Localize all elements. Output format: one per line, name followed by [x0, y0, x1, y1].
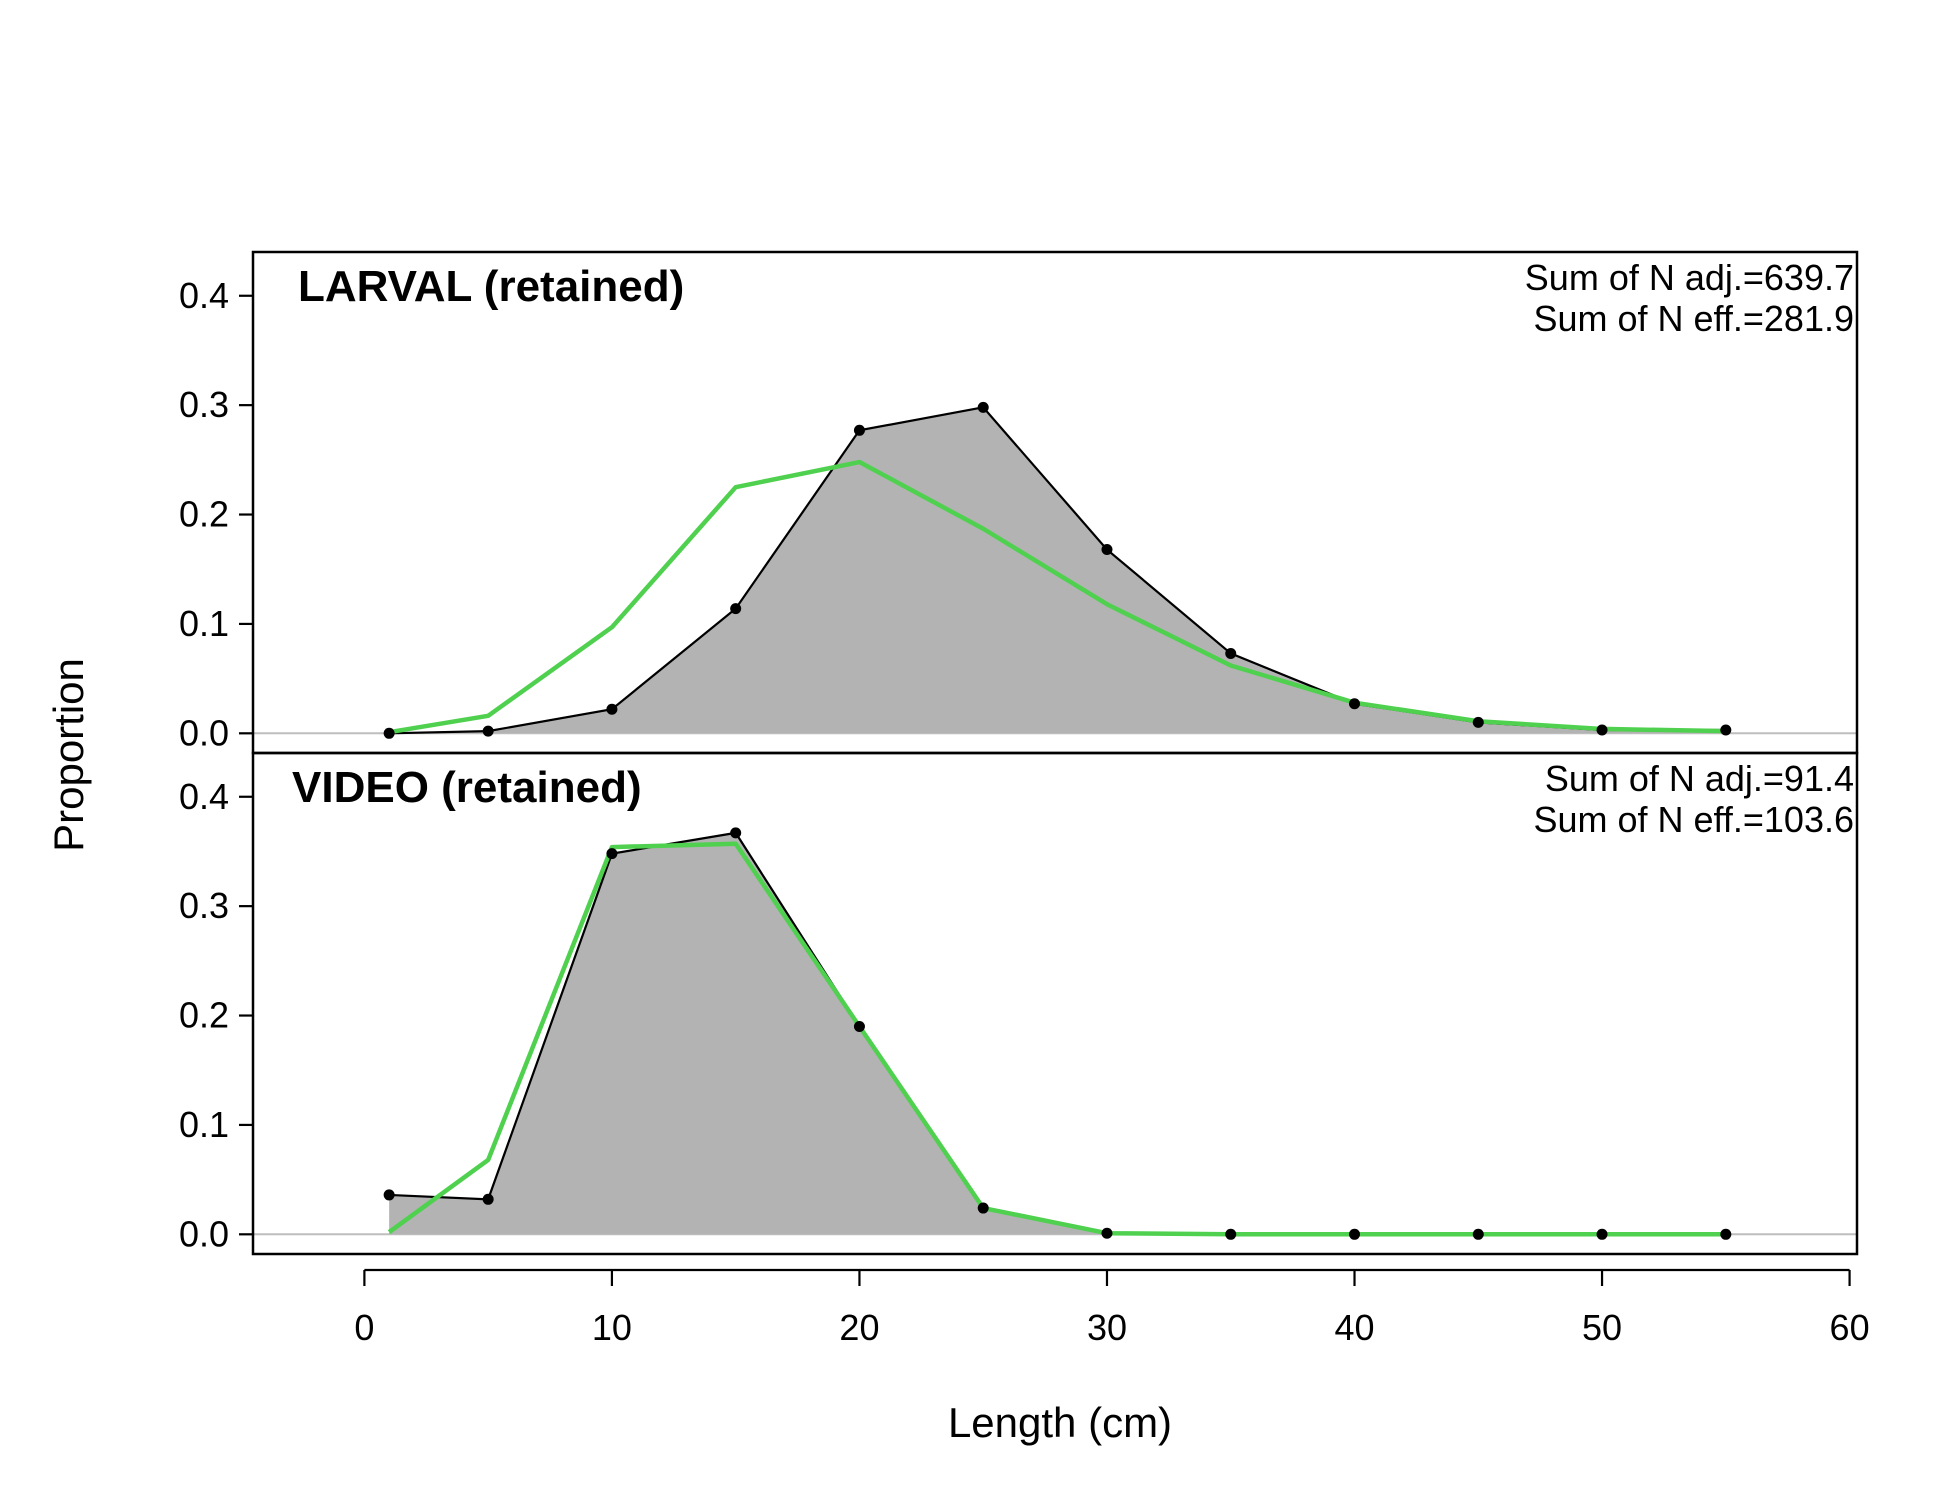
- x-tick-label: 50: [1582, 1307, 1622, 1348]
- observed-point: [1596, 1228, 1608, 1240]
- y-tick-label: 0.2: [179, 494, 229, 535]
- observed-point: [1472, 1228, 1484, 1240]
- observed-point: [1720, 1228, 1732, 1240]
- observed-point: [977, 401, 989, 413]
- observed-point: [606, 848, 618, 860]
- x-tick-label: 20: [839, 1307, 879, 1348]
- observed-point: [1225, 647, 1237, 659]
- observed-area: [389, 407, 1726, 734]
- x-tick-label: 10: [592, 1307, 632, 1348]
- observed-point: [730, 603, 742, 615]
- panel-annotation: Sum of N adj.=91.4: [1545, 758, 1854, 799]
- panel-1: 0.0 0.1 0.2 0.3 0.4 LARVAL (retained) Sum of N…: [179, 250, 1859, 755]
- panels: 0.0 0.1 0.2 0.3 0.4 LARVAL (retained) Sum of N…: [179, 250, 1859, 1256]
- y-tick-label: 0.3: [179, 885, 229, 926]
- y-tick-label: 0.4: [179, 275, 229, 316]
- expected-line: [388, 459, 1726, 735]
- observed-point: [482, 725, 494, 737]
- observed-point: [1349, 1228, 1361, 1240]
- panel-title: LARVAL (retained): [298, 262, 684, 311]
- observed-point: [1472, 716, 1484, 728]
- observed-point: [1101, 1227, 1113, 1239]
- y-tick-label: 0.0: [179, 1213, 229, 1254]
- observed-point: [482, 1193, 494, 1205]
- panel-2: 0.0 0.1 0.2 0.3 0.4 VIDEO (retained) Sum of N …: [179, 751, 1859, 1256]
- y-axis-title: Proportion: [45, 658, 92, 852]
- observed-point: [606, 703, 618, 715]
- observed-point: [383, 727, 395, 739]
- panel-title: VIDEO (retained): [292, 763, 642, 812]
- expected-line: [387, 841, 1726, 1237]
- panel-annotation: Sum of N eff.=103.6: [1533, 799, 1854, 840]
- y-tick-label: 0.3: [179, 384, 229, 425]
- x-tick-label: 40: [1334, 1307, 1374, 1348]
- panel-frame: [251, 751, 1859, 1256]
- y-tick-label: 0.1: [179, 1104, 229, 1145]
- observed-point: [1596, 724, 1608, 736]
- y-tick-label: 0.0: [179, 712, 229, 753]
- x-axis: 0 10 20 30 40 50 60: [354, 1268, 1870, 1348]
- panel-annotation: Sum of N adj.=639.7: [1525, 257, 1854, 298]
- x-axis-title: Length (cm): [948, 1399, 1172, 1446]
- observed-point: [977, 1202, 989, 1214]
- observed-point: [1720, 724, 1732, 736]
- observed-point: [1225, 1228, 1237, 1240]
- observed-point: [853, 1020, 865, 1032]
- observed-point: [730, 827, 742, 839]
- observed-point: [1349, 698, 1361, 710]
- x-tick-label: 0: [354, 1307, 374, 1348]
- x-tick-label: 60: [1830, 1307, 1870, 1348]
- observed-point: [383, 1189, 395, 1201]
- panel-annotation: Sum of N eff.=281.9: [1533, 298, 1854, 339]
- observed-area: [389, 832, 1726, 1235]
- observed-point: [853, 424, 865, 436]
- x-tick-label: 30: [1087, 1307, 1127, 1348]
- y-tick-label: 0.1: [179, 603, 229, 644]
- y-tick-label: 0.4: [179, 776, 229, 817]
- observed-point: [1101, 544, 1113, 556]
- y-tick-label: 0.2: [179, 995, 229, 1036]
